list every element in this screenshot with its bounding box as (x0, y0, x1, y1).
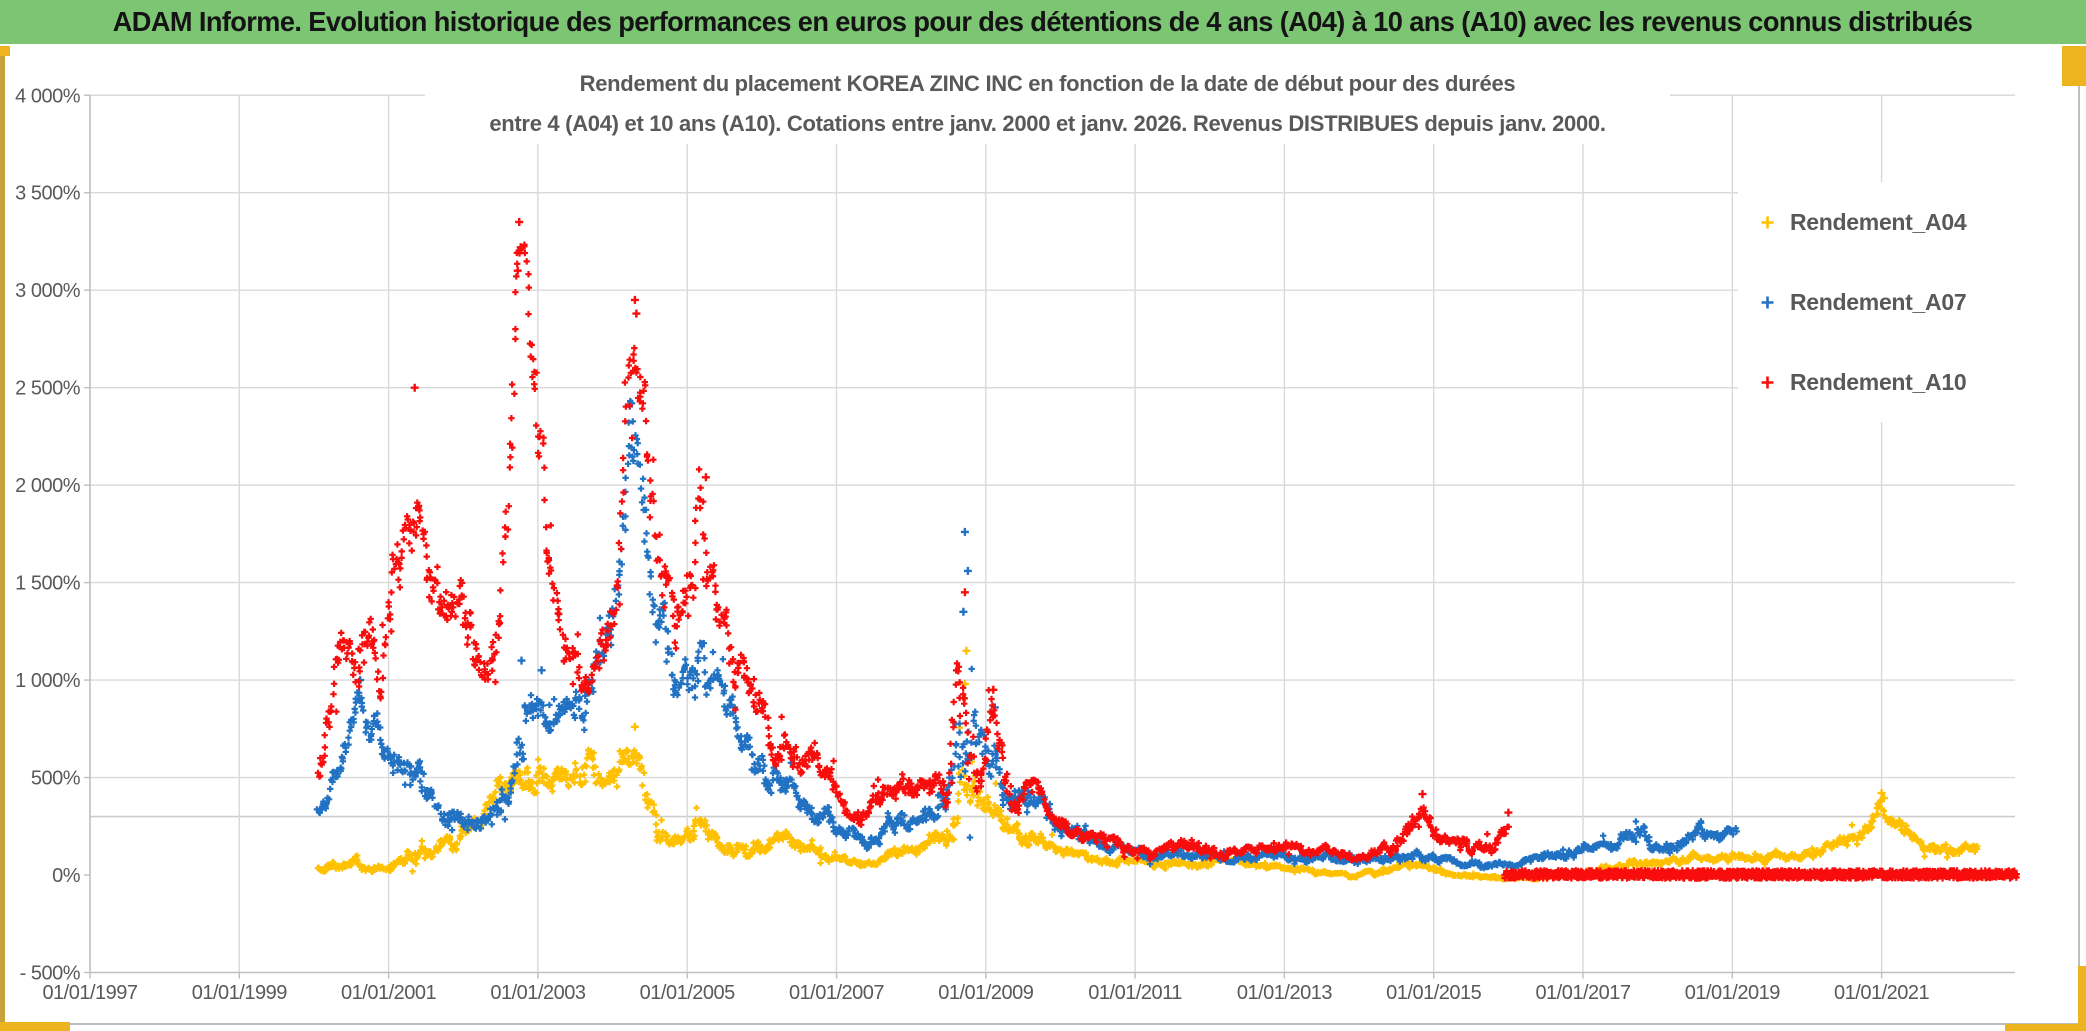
x-tick-label: 01/01/2015 (1386, 982, 1481, 1004)
frame-bottom-right-corner (2005, 1024, 2086, 1031)
legend-label: Rendement_A04 (1790, 208, 1967, 235)
y-axis-labels: 4 000% 3 500% 3 000% 2 500% 2 000% 1 500% 1 00… (15, 85, 81, 984)
x-tick-label: 01/01/2019 (1685, 982, 1780, 1004)
x-tick-label: 01/01/2017 (1535, 982, 1630, 1004)
frame-bottom-left-bar (0, 1022, 70, 1031)
series-Rendement_A07-outliers (356, 399, 999, 712)
x-axis-labels: 01/01/1997 01/01/1999 01/01/2001 01/01/2003… (42, 982, 1930, 1004)
frame-right-border (2078, 86, 2086, 966)
chart-title-line2: entre 4 (A04) et 10 ans (A10). Cotations… (489, 111, 1606, 136)
chart-title-line1: Rendement du placement KOREA ZINC INC en… (579, 71, 1516, 96)
y-tick-label: 4 000% (15, 85, 81, 107)
x-tick-label: 01/01/2013 (1237, 982, 1332, 1004)
frame-top-left-corner (0, 46, 10, 56)
frame-bottom-right-bar (2078, 966, 2086, 1031)
series-Rendement_A07 (313, 397, 1740, 872)
series-Rendement_A04-outliers (630, 646, 1888, 802)
plus-marker-icon (1761, 296, 1774, 308)
legend-label: Rendement_A10 (1790, 368, 1967, 395)
x-tick-label: 01/01/2021 (1834, 982, 1929, 1004)
x-tick-label: 01/01/2011 (1088, 982, 1182, 1004)
x-tick-label: 01/01/1999 (192, 982, 287, 1004)
series-Rendement_A10-outliers (410, 218, 1513, 817)
y-tick-label: 2 500% (15, 378, 81, 400)
performance-scatter-chart[interactable]: 4 000% 3 500% 3 000% 2 500% 2 000% 1 500% 1 00… (0, 46, 2086, 1031)
chart-legend: Rendement_A04 Rendement_A07 Rendement_A1… (1738, 182, 2068, 422)
y-tick-label: 0% (52, 865, 81, 887)
x-tick-label: 01/01/2001 (341, 982, 436, 1004)
x-tick-label: 01/01/2007 (789, 982, 884, 1004)
page-bottom-rule (0, 1023, 2086, 1025)
y-tick-label: 3 500% (15, 183, 81, 205)
legend-item-rendement-a04[interactable]: Rendement_A04 (1738, 182, 2068, 262)
chart-title: Rendement du placement KOREA ZINC INC en… (425, 64, 1670, 144)
x-tick-label: 01/01/2003 (490, 982, 585, 1004)
y-tick-label: - 500% (20, 962, 81, 984)
frame-left-border (0, 46, 5, 1031)
page-title: ADAM Informe. Evolution historique des p… (113, 6, 1973, 37)
y-tick-label: 1 500% (15, 573, 81, 595)
legend-label: Rendement_A07 (1790, 288, 1967, 315)
y-tick-label: 3 000% (15, 280, 81, 302)
y-tick-label: 2 000% (15, 475, 81, 497)
plus-marker-icon (1761, 376, 1774, 388)
legend-item-rendement-a07[interactable]: Rendement_A07 (1738, 262, 2068, 342)
series-Rendement_A10 (314, 241, 2020, 882)
x-tick-label: 01/01/1997 (42, 982, 137, 1004)
frame-top-right-corner (2062, 46, 2086, 86)
legend-item-rendement-a10[interactable]: Rendement_A10 (1738, 342, 2068, 422)
plus-marker-icon (1761, 216, 1774, 228)
x-tick-label: 01/01/2005 (640, 982, 735, 1004)
x-tick-label: 01/01/2009 (938, 982, 1033, 1004)
y-tick-label: 500% (31, 768, 81, 790)
y-tick-label: 1 000% (15, 670, 81, 692)
page-title-bar: ADAM Informe. Evolution historique des p… (0, 0, 2086, 44)
